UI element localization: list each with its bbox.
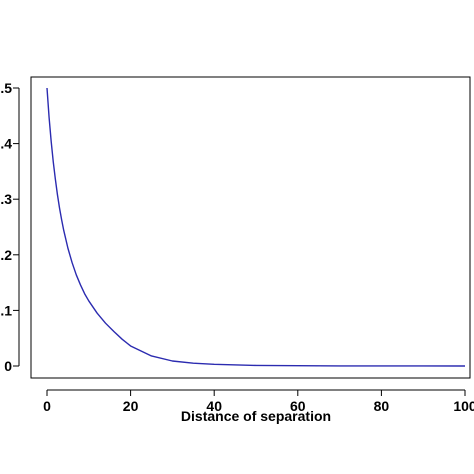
series-line: [46, 87, 466, 367]
plot-frame: [30, 76, 471, 379]
y-axis: 0 .1 .2 .3 .4 .5: [0, 80, 20, 374]
y-tick-label: .1: [0, 302, 12, 318]
x-axis-title: Distance of separation: [181, 408, 331, 424]
x-tick-label: 20: [123, 398, 139, 414]
x-tick-label: 80: [374, 398, 390, 414]
series-layer: [46, 87, 466, 367]
x-tick-label: 100: [453, 398, 474, 414]
x-tick-label: 40: [206, 398, 222, 414]
y-tick-label: .2: [0, 247, 12, 263]
x-tick-label: 60: [290, 398, 306, 414]
y-tick-label: 0: [4, 358, 12, 374]
x-tick-label: 0: [43, 398, 51, 414]
y-tick-label: .3: [0, 191, 12, 207]
x-axis: 0 20 40 60 80 100: [43, 389, 474, 414]
y-tick-label: .5: [0, 80, 12, 96]
y-tick-label: .4: [0, 136, 12, 152]
